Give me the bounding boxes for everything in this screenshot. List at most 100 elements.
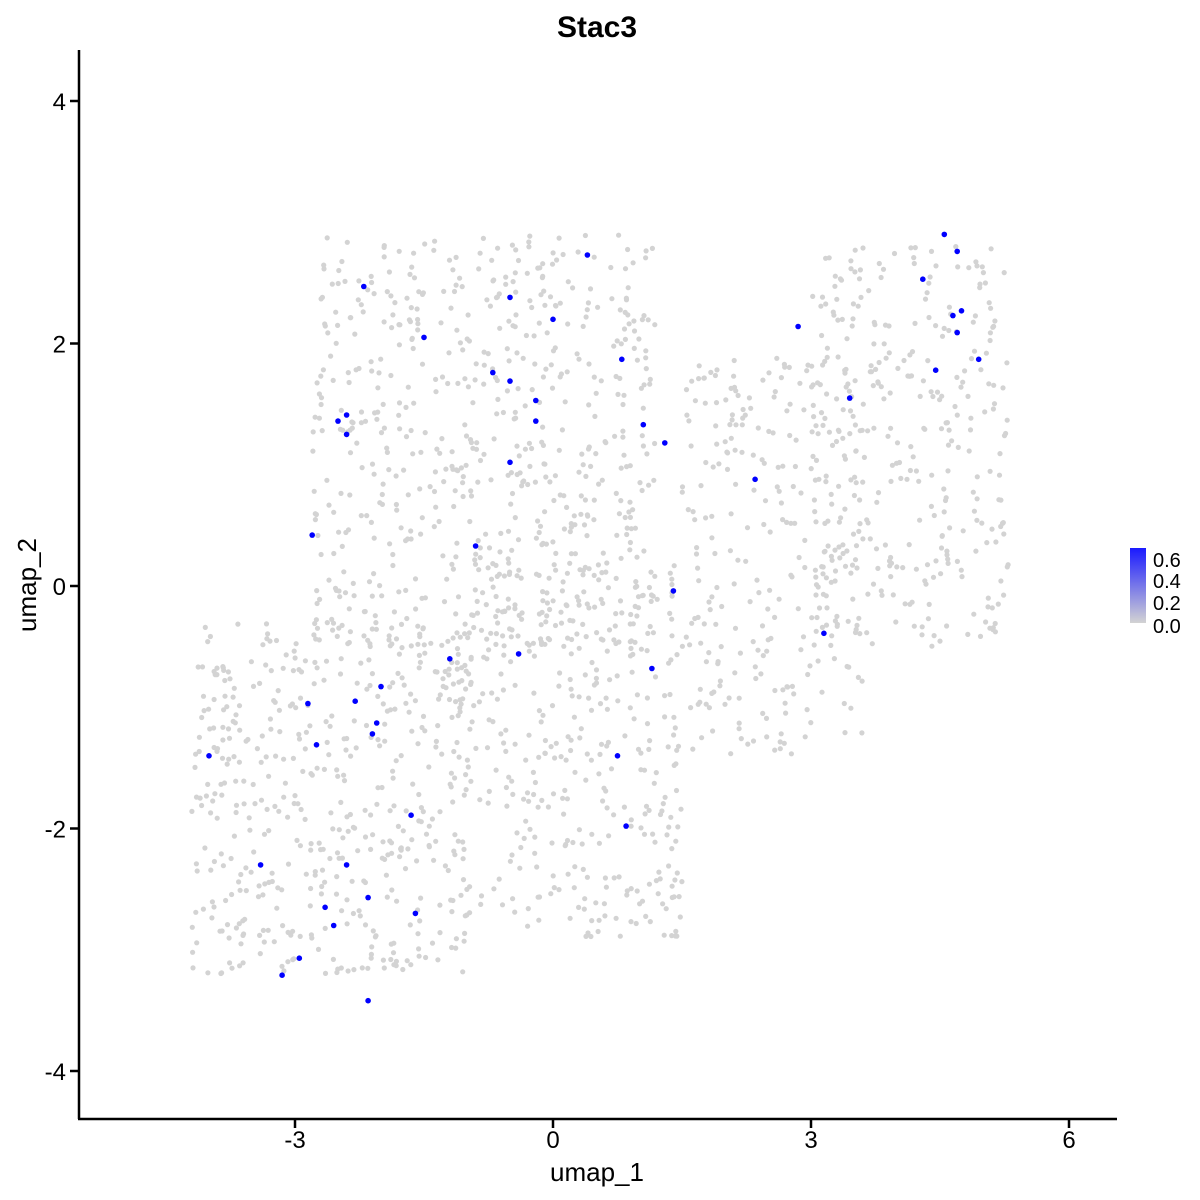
background-point <box>506 560 512 566</box>
background-point <box>456 754 462 760</box>
background-point <box>476 266 482 272</box>
background-point <box>966 448 972 454</box>
background-point <box>871 319 877 325</box>
background-point <box>434 446 440 452</box>
background-point <box>225 726 232 732</box>
background-point <box>542 737 549 744</box>
background-point <box>210 798 216 804</box>
expressing-point <box>206 753 212 759</box>
background-point <box>928 389 934 395</box>
background-point <box>822 520 828 527</box>
background-point <box>865 520 871 526</box>
background-point <box>627 514 634 521</box>
background-point <box>825 543 831 549</box>
background-point <box>403 587 409 594</box>
background-point <box>706 705 713 711</box>
background-point <box>473 745 479 752</box>
background-point <box>375 785 381 791</box>
background-point <box>309 772 315 778</box>
background-point <box>233 802 240 808</box>
background-point <box>965 393 971 399</box>
background-point <box>712 550 718 557</box>
background-point <box>813 592 819 598</box>
background-point <box>834 623 840 629</box>
background-point <box>468 679 474 686</box>
background-point <box>787 432 793 439</box>
background-point <box>489 690 495 696</box>
background-point <box>404 958 410 964</box>
background-point <box>508 659 514 665</box>
background-point <box>252 801 258 807</box>
background-point <box>538 719 544 725</box>
background-point <box>190 965 196 971</box>
background-point <box>938 571 944 577</box>
background-point <box>485 800 491 806</box>
background-point <box>459 678 465 684</box>
background-point <box>460 969 466 975</box>
background-point <box>309 935 315 941</box>
background-point <box>754 577 760 583</box>
background-point <box>450 566 456 572</box>
background-point <box>464 886 470 893</box>
background-point <box>289 701 295 707</box>
background-point <box>450 267 456 273</box>
background-point <box>623 295 630 301</box>
background-point <box>435 957 441 963</box>
background-point <box>230 694 236 700</box>
background-point <box>643 255 649 261</box>
background-point <box>386 467 392 473</box>
background-point <box>292 655 298 661</box>
background-point <box>789 683 796 690</box>
background-point <box>370 928 376 934</box>
background-point <box>620 401 626 408</box>
background-point <box>398 621 405 628</box>
background-point <box>603 788 609 794</box>
background-point <box>582 896 588 902</box>
background-point <box>824 345 831 351</box>
background-point <box>692 398 699 404</box>
background-point <box>847 431 853 437</box>
background-point <box>513 312 519 318</box>
background-point <box>369 368 375 374</box>
background-point <box>532 361 538 367</box>
background-point <box>613 915 619 921</box>
background-point <box>336 827 342 833</box>
background-point <box>823 473 829 479</box>
background-point <box>536 320 542 326</box>
background-point <box>403 538 409 544</box>
y-tick-label: 0 <box>53 574 66 601</box>
background-point <box>714 367 720 373</box>
background-point <box>324 620 330 626</box>
background-point <box>231 754 237 760</box>
background-point <box>726 695 732 701</box>
background-point <box>380 401 386 407</box>
background-point <box>318 891 324 897</box>
background-point <box>611 637 617 643</box>
background-point <box>497 549 503 555</box>
background-point <box>562 399 568 405</box>
background-point <box>606 627 613 633</box>
background-point <box>666 863 672 869</box>
background-point <box>341 778 348 784</box>
expressing-point <box>257 862 264 868</box>
background-point <box>488 477 494 483</box>
background-point <box>339 855 345 861</box>
background-point <box>856 528 862 535</box>
background-point <box>647 623 653 630</box>
background-point <box>564 570 571 576</box>
background-point <box>285 861 292 867</box>
background-point <box>205 970 211 976</box>
background-point <box>261 831 268 837</box>
background-point <box>446 257 453 263</box>
background-point <box>777 739 783 745</box>
background-point <box>274 905 280 911</box>
background-point <box>717 678 724 684</box>
background-point <box>515 633 521 639</box>
background-point <box>375 693 381 700</box>
background-point <box>823 575 830 581</box>
expressing-point <box>954 329 960 336</box>
background-point <box>671 732 677 738</box>
background-point <box>453 699 459 705</box>
background-point <box>354 440 360 446</box>
background-point <box>646 746 652 753</box>
